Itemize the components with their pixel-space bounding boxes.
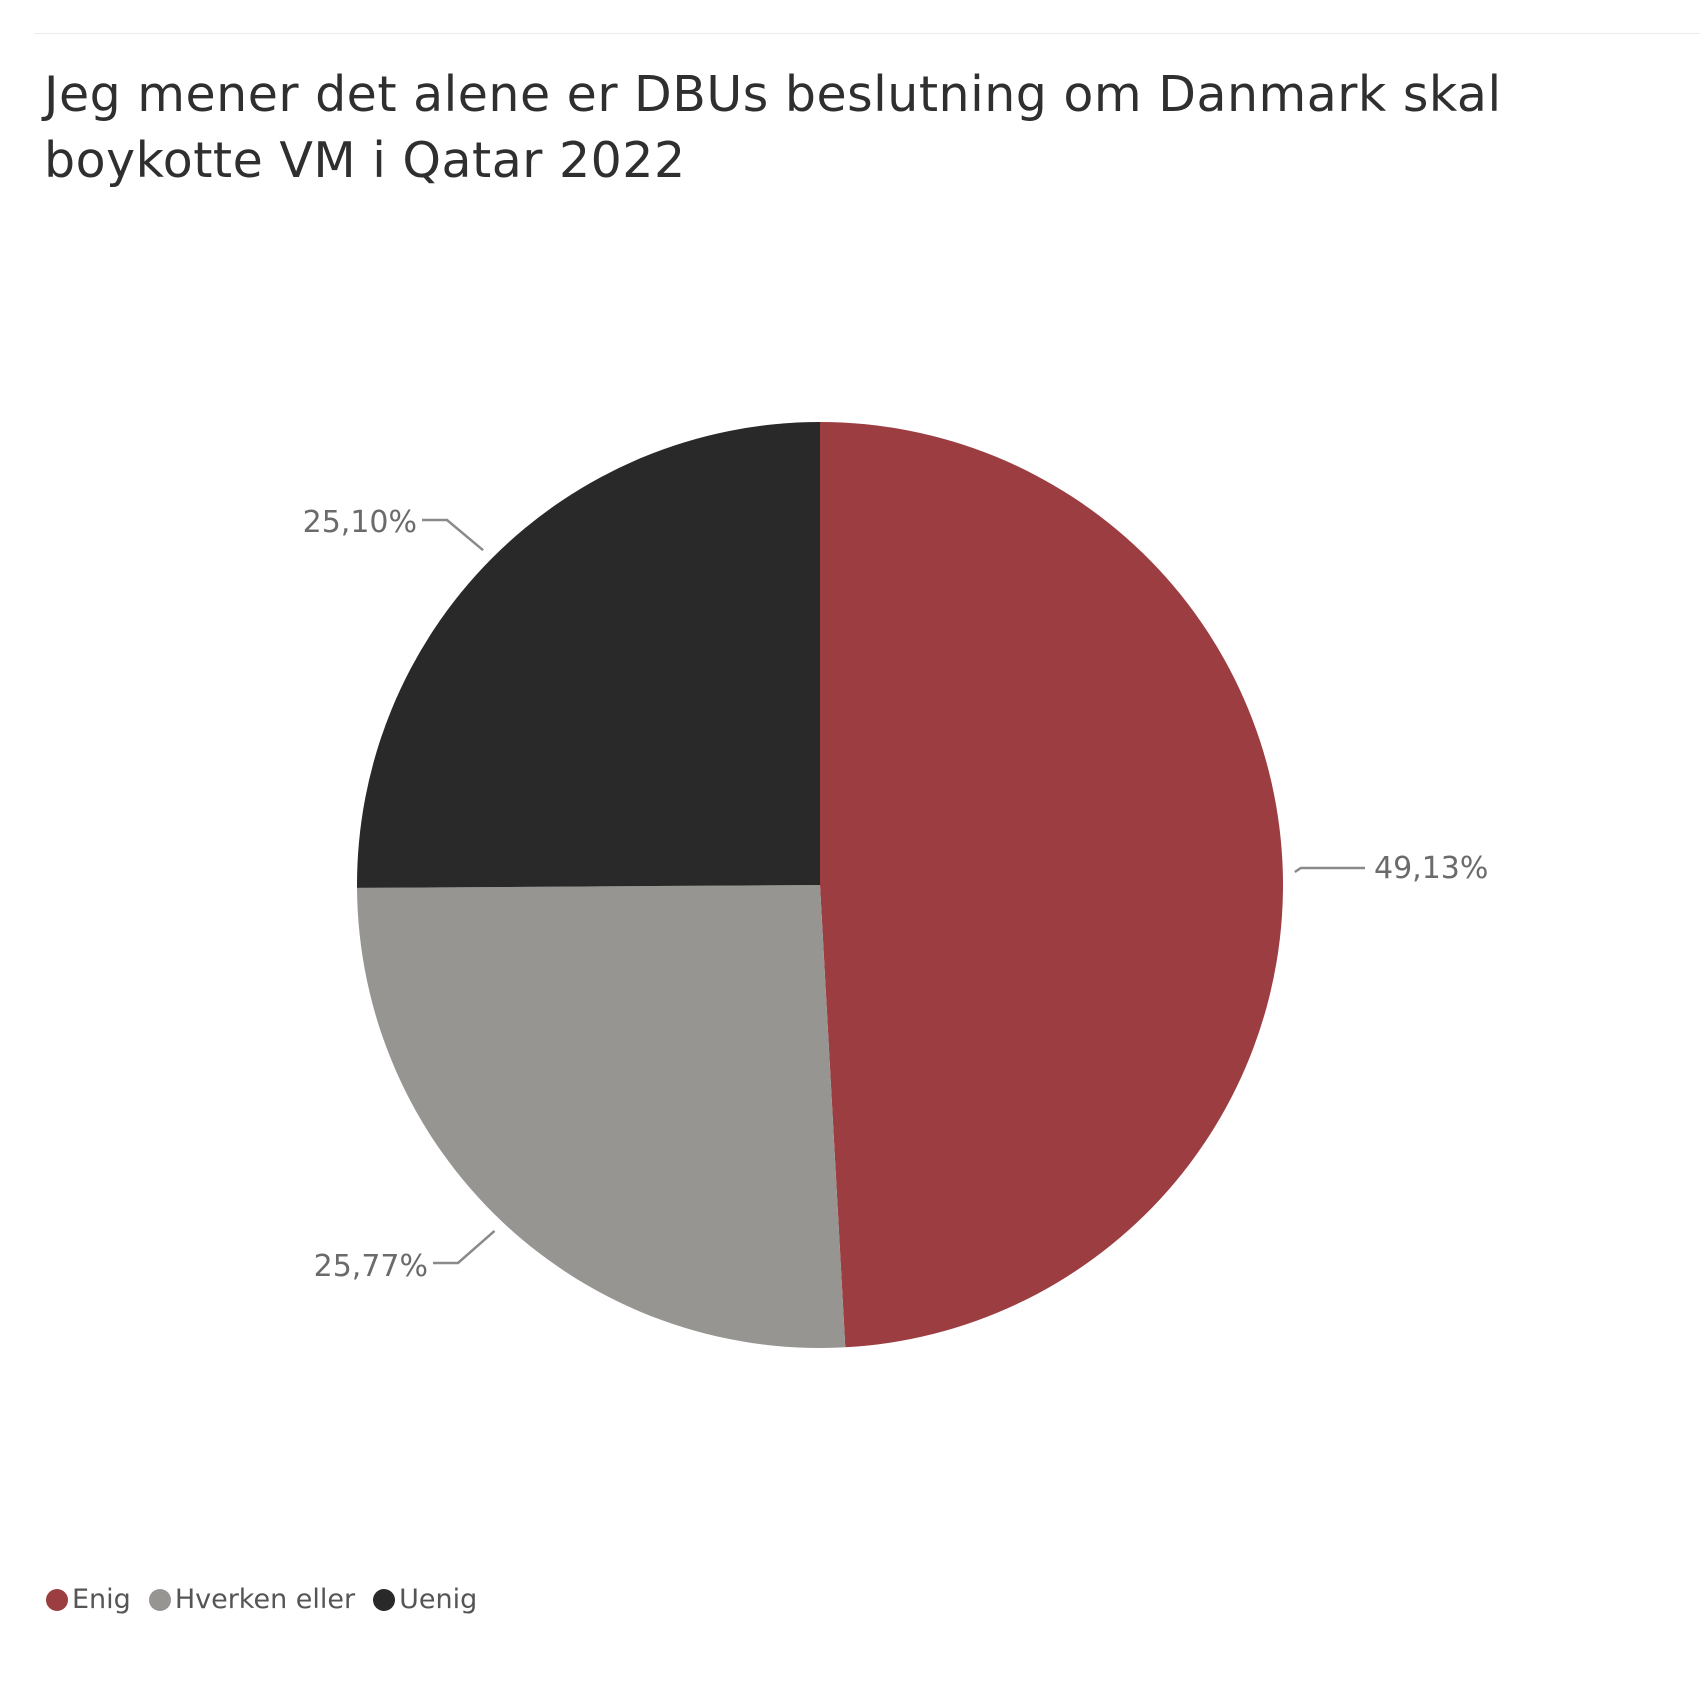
chart-title: Jeg mener det alene er DBUs beslutning o… [44, 66, 1502, 189]
legend: Enig Hverken eller Uenig [46, 1584, 495, 1615]
leader-line-enig [1294, 866, 1365, 874]
pie-slice-enig[interactable] [820, 422, 1283, 1348]
legend-label-enig: Enig [72, 1584, 131, 1615]
pie-slice-uenig[interactable] [357, 422, 820, 888]
pie-slice-hverken-eller[interactable] [357, 885, 846, 1348]
legend-label-uenig: Uenig [399, 1584, 478, 1615]
data-label-enig: 49,13% [1374, 851, 1488, 886]
data-label-hverken-eller: 25,77% [314, 1249, 428, 1284]
legend-item-uenig[interactable]: Uenig [373, 1584, 477, 1615]
legend-swatch-uenig [373, 1588, 396, 1611]
legend-swatch-enig [46, 1588, 68, 1611]
legend-item-enig[interactable]: Enig [46, 1584, 131, 1615]
legend-item-hverken-eller[interactable]: Hverken eller [148, 1584, 356, 1615]
pie-labels: 49,13% 25,77% 25,10% [303, 505, 1489, 1284]
legend-swatch-hverken-eller [148, 1588, 171, 1611]
leader-line-uenig [422, 518, 484, 552]
legend-label-hverken-eller: Hverken eller [174, 1584, 356, 1615]
top-divider [34, 33, 1700, 34]
pie-slices [357, 422, 1283, 1348]
data-label-uenig: 25,10% [303, 505, 417, 540]
leader-line-hverken-eller [433, 1230, 496, 1265]
